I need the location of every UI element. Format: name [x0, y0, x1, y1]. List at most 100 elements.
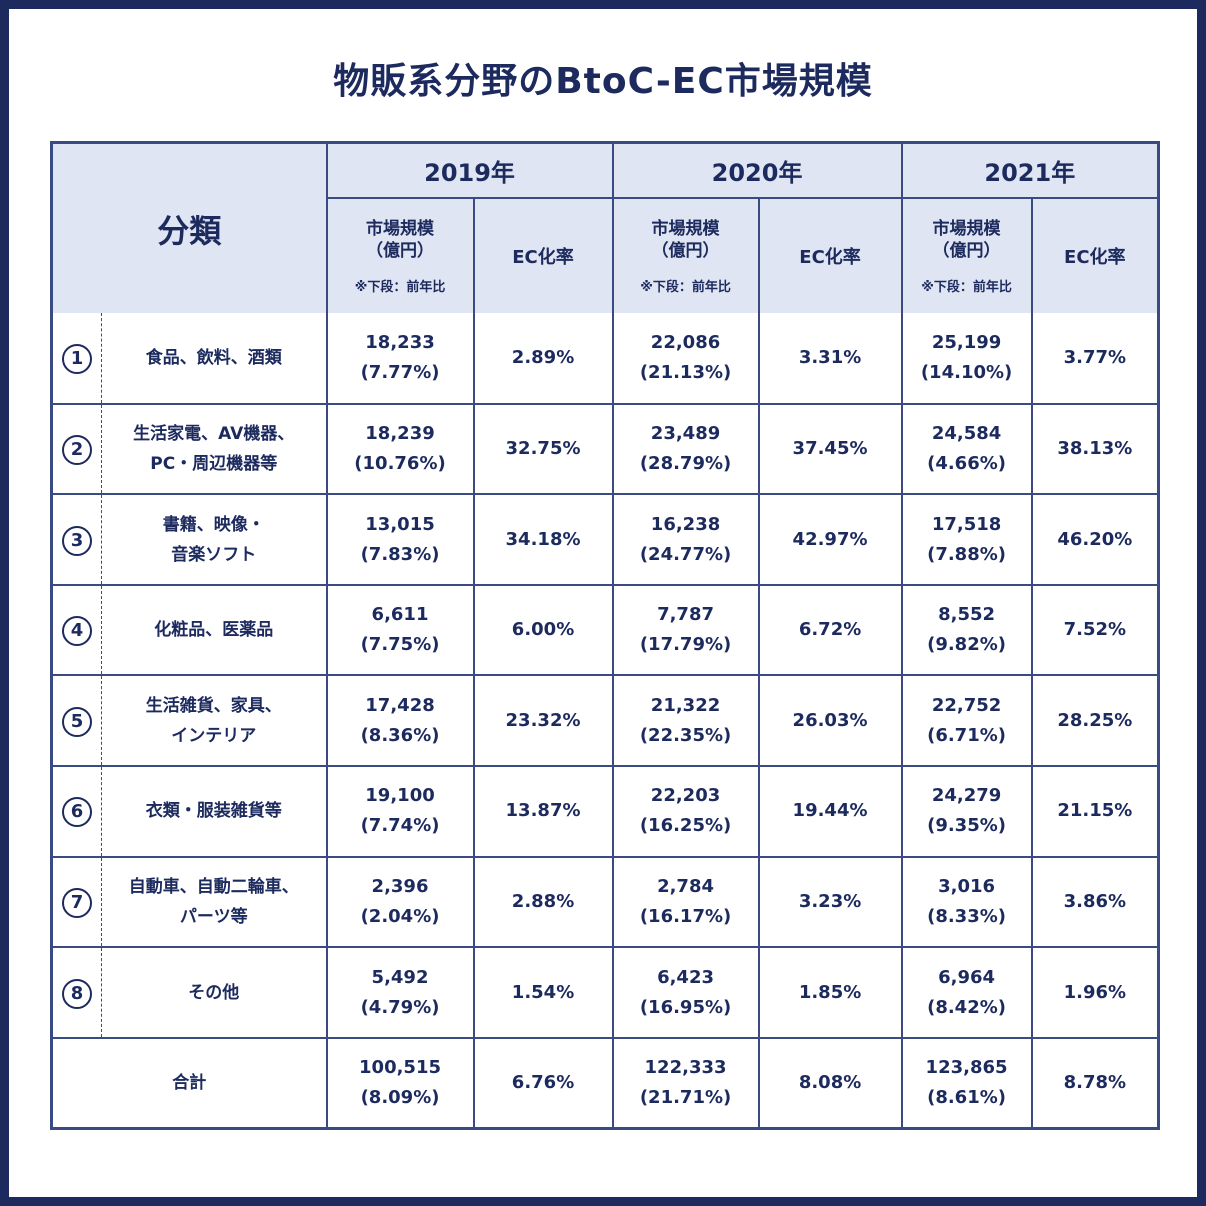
market-size-cell-2020: 22,203 (16.25%): [612, 766, 760, 858]
category-cell: 化粧品、医薬品: [101, 584, 328, 677]
ec-rate-cell-2021: 3.77%: [1031, 313, 1159, 405]
table-row-7: 7 自動車、自動二輪車、 パーツ等 2,396 (2.04%) 2.88% 2,78…: [51, 856, 1159, 949]
category-line-1: 化粧品、医薬品: [154, 620, 274, 641]
yoy-growth-value: (6.71%): [927, 724, 1006, 746]
circled-number-badge: 6: [62, 797, 92, 828]
market-size-cell-2021: 3,016 (8.33%): [901, 856, 1033, 949]
yoy-growth-value: (8.36%): [360, 724, 440, 746]
category-cell: 生活雑貨、家具、 インテリア: [101, 675, 328, 768]
market-size-cell-2021: 24,584 (4.66%): [901, 403, 1033, 496]
category-cell: 衣類・服装雑貨等: [101, 766, 328, 858]
ec-rate-cell-2019: 2.89%: [473, 313, 614, 405]
market-size-header-2020: 市場規模 （億円） ※下段：前年比: [612, 198, 760, 313]
yoy-growth-value: (10.76%): [354, 452, 446, 474]
market-size-value: 17,518: [931, 513, 1002, 535]
yoy-growth-value: (7.83%): [360, 543, 440, 565]
yoy-growth-value: (7.77%): [360, 361, 440, 383]
category-line-1: 自動車、自動二輪車、: [128, 876, 299, 897]
total-market-size-2021: 123,865 (8.61%): [901, 1037, 1033, 1129]
table-header: 分類 2019年 2020年 2021年 市場規模 （億円） ※下段：前年比 E…: [51, 142, 1159, 313]
ec-rate-cell-2019: 13.87%: [473, 766, 614, 858]
yoy-growth-value: (7.74%): [360, 815, 440, 837]
yoy-growth-value: (16.25%): [639, 815, 732, 837]
ec-rate-cell-2021: 46.20%: [1031, 494, 1159, 586]
market-size-cell-2019: 5,492 (4.79%): [326, 947, 475, 1039]
market-size-cell-2021: 22,752 (6.71%): [901, 675, 1033, 768]
ec-rate-cell-2021: 7.52%: [1031, 584, 1159, 677]
market-size-cell-2020: 23,489 (28.79%): [612, 403, 760, 496]
market-size-cell-2021: 8,552 (9.82%): [901, 584, 1033, 677]
year-header-2020: 2020年: [612, 142, 903, 199]
yoy-growth-value: (8.33%): [927, 905, 1006, 927]
category-line-1: その他: [188, 982, 240, 1003]
total-ec-rate-2019: 6.76%: [473, 1037, 614, 1129]
market-size-value: 21,322: [650, 694, 721, 716]
circled-number-badge: 3: [62, 525, 92, 556]
market-size-header-2021: 市場規模 （億円） ※下段：前年比: [901, 198, 1033, 313]
category-cell: 食品、飲料、酒類: [101, 313, 328, 405]
ec-rate-cell-2021: 28.25%: [1031, 675, 1159, 768]
row-number: 8: [51, 947, 102, 1039]
row-number: 3: [51, 494, 102, 586]
market-size-value: 8,552: [938, 604, 996, 626]
market-size-value: 7,787: [657, 604, 714, 626]
market-size-cell-2020: 21,322 (22.35%): [612, 675, 760, 768]
category-line-2: 音楽ソフト: [171, 544, 257, 565]
table-row-8: 8 その他 5,492 (4.79%) 1.54% 6,423 (16.95%) 1…: [51, 947, 1159, 1039]
market-size-cell-2019: 2,396 (2.04%): [326, 856, 475, 949]
category-cell: 自動車、自動二輪車、 パーツ等: [101, 856, 328, 949]
ec-rate-cell-2021: 21.15%: [1031, 766, 1159, 858]
market-size-value: 6,964: [938, 966, 996, 988]
yoy-growth-value: (16.17%): [639, 905, 732, 927]
market-size-value: 24,584: [931, 422, 1002, 444]
market-size-cell-2021: 17,518 (7.88%): [901, 494, 1033, 586]
total-market-size-2019: 100,515 (8.09%): [326, 1037, 475, 1129]
table-row-1: 1 食品、飲料、酒類 18,233 (7.77%) 2.89% 22,086 (21…: [51, 313, 1159, 405]
row-number: 4: [51, 584, 102, 677]
market-size-value: 25,199: [931, 331, 1002, 353]
row-number: 5: [51, 675, 102, 768]
yoy-growth-value: (8.09%): [360, 1086, 440, 1108]
market-size-value: 123,865: [925, 1056, 1008, 1078]
ec-rate-header-2019: EC化率: [473, 198, 614, 313]
category-cell: 生活家電、AV機器、 PC・周辺機器等: [101, 403, 328, 496]
circled-number-badge: 4: [62, 616, 92, 647]
market-size-cell-2020: 16,238 (24.77%): [612, 494, 760, 586]
category-cell: 書籍、映像・ 音楽ソフト: [101, 494, 328, 586]
year-header-2019: 2019年: [326, 142, 614, 199]
ec-rate-cell-2021: 38.13%: [1031, 403, 1159, 496]
market-size-header-2019: 市場規模 （億円） ※下段：前年比: [326, 198, 475, 313]
yoy-growth-value: (9.82%): [927, 634, 1006, 656]
row-number: 2: [51, 403, 102, 496]
market-size-value: 17,428: [365, 694, 435, 716]
ec-rate-cell-2019: 1.54%: [473, 947, 614, 1039]
market-size-label: 市場規模: [366, 218, 435, 239]
category-line-2: PC・周辺機器等: [150, 453, 278, 474]
total-label: 合計: [51, 1037, 328, 1129]
ec-rate-header-2021: EC化率: [1031, 198, 1159, 313]
market-size-cell-2021: 25,199 (14.10%): [901, 313, 1033, 405]
market-size-cell-2020: 22,086 (21.13%): [612, 313, 760, 405]
market-size-value: 22,203: [650, 785, 721, 807]
market-size-cell-2019: 13,015 (7.83%): [326, 494, 475, 586]
page-title: 物販系分野のBtoC-EC市場規模: [333, 61, 873, 102]
market-size-value: 6,611: [371, 604, 429, 626]
market-size-unit: （億円）: [651, 240, 720, 261]
circled-number-badge: 8: [62, 978, 92, 1009]
table-body: 1 食品、飲料、酒類 18,233 (7.77%) 2.89% 22,086 (21…: [51, 313, 1159, 1129]
market-size-value: 16,238: [650, 513, 721, 535]
market-size-unit: （億円）: [932, 240, 1001, 261]
total-ec-rate-2020: 8.08%: [758, 1037, 903, 1129]
category-cell: その他: [101, 947, 328, 1039]
table-row-3: 3 書籍、映像・ 音楽ソフト 13,015 (7.83%) 34.18% 16,23…: [51, 494, 1159, 586]
market-size-value: 24,279: [931, 785, 1002, 807]
market-size-value: 100,515: [359, 1056, 441, 1078]
yoy-growth-value: (8.42%): [927, 996, 1006, 1018]
market-size-cell-2021: 6,964 (8.42%): [901, 947, 1033, 1039]
yoy-growth-value: (21.71%): [639, 1086, 732, 1108]
yoy-growth-value: (9.35%): [927, 815, 1006, 837]
yoy-growth-value: (7.88%): [927, 543, 1006, 565]
market-size-cell-2019: 19,100 (7.74%): [326, 766, 475, 858]
ec-rate-cell-2020: 19.44%: [758, 766, 903, 858]
yoy-growth-value: (22.35%): [639, 724, 732, 746]
